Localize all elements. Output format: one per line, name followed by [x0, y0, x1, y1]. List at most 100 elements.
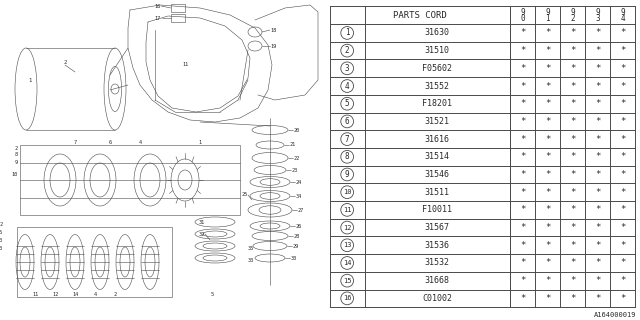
Text: *: * [520, 46, 525, 55]
Text: 31552: 31552 [425, 82, 450, 91]
Text: *: * [520, 64, 525, 73]
Text: *: * [595, 259, 600, 268]
Text: *: * [570, 28, 575, 37]
Text: 4: 4 [93, 292, 97, 298]
Text: 2: 2 [63, 60, 67, 65]
Text: *: * [520, 82, 525, 91]
Text: 16: 16 [343, 295, 351, 301]
Text: 2: 2 [15, 146, 18, 150]
Text: 7: 7 [345, 135, 349, 144]
Text: *: * [595, 99, 600, 108]
Text: 11: 11 [182, 62, 188, 68]
Text: 22: 22 [294, 156, 300, 161]
Text: 7: 7 [74, 140, 77, 146]
Text: *: * [570, 223, 575, 232]
Text: 9: 9 [620, 8, 625, 17]
Text: 1: 1 [198, 140, 202, 146]
Text: 31567: 31567 [425, 223, 450, 232]
Text: 13: 13 [343, 242, 351, 248]
Text: C01002: C01002 [422, 294, 452, 303]
Text: 1: 1 [345, 28, 349, 37]
Text: 2: 2 [345, 46, 349, 55]
Text: 31536: 31536 [425, 241, 450, 250]
Text: 30: 30 [291, 255, 297, 260]
Text: *: * [570, 64, 575, 73]
Text: *: * [570, 241, 575, 250]
Text: *: * [545, 135, 550, 144]
Text: 23: 23 [292, 167, 298, 172]
Text: 33: 33 [248, 258, 254, 262]
Text: 3: 3 [595, 14, 600, 23]
Text: *: * [545, 46, 550, 55]
Text: 35: 35 [248, 245, 254, 251]
Bar [20, 145, 240, 215]
Text: *: * [545, 276, 550, 285]
Text: 31546: 31546 [425, 170, 450, 179]
Text: 9: 9 [545, 8, 550, 17]
Text: 11: 11 [343, 207, 351, 213]
Text: 1: 1 [28, 77, 31, 83]
Text: *: * [570, 188, 575, 197]
Text: *: * [520, 188, 525, 197]
Text: 28: 28 [294, 234, 300, 238]
Text: *: * [520, 170, 525, 179]
Text: 4: 4 [138, 140, 141, 146]
Text: *: * [620, 117, 625, 126]
Bar [17, 227, 172, 297]
Text: 4: 4 [620, 14, 625, 23]
Text: *: * [570, 276, 575, 285]
Text: 31514: 31514 [425, 152, 450, 161]
Text: 17: 17 [155, 15, 161, 20]
Text: 29: 29 [293, 244, 300, 249]
Text: *: * [570, 82, 575, 91]
Text: *: * [595, 82, 600, 91]
Text: *: * [595, 152, 600, 161]
Text: *: * [570, 294, 575, 303]
Text: 31616: 31616 [425, 135, 450, 144]
Text: *: * [595, 135, 600, 144]
Text: 9: 9 [15, 161, 18, 165]
Text: *: * [595, 223, 600, 232]
Text: *: * [545, 152, 550, 161]
Text: *: * [620, 28, 625, 37]
Text: 31511: 31511 [425, 188, 450, 197]
Text: *: * [520, 205, 525, 214]
Text: 9: 9 [595, 8, 600, 17]
Text: *: * [545, 117, 550, 126]
Text: 31: 31 [199, 220, 205, 225]
Text: *: * [570, 46, 575, 55]
Text: *: * [620, 276, 625, 285]
Text: *: * [570, 117, 575, 126]
Text: 5: 5 [345, 99, 349, 108]
Text: *: * [595, 46, 600, 55]
Text: *: * [620, 205, 625, 214]
Text: *: * [520, 117, 525, 126]
Text: *: * [620, 99, 625, 108]
Text: 20: 20 [294, 127, 300, 132]
Text: 5: 5 [211, 292, 214, 298]
Text: *: * [620, 64, 625, 73]
Text: 25: 25 [242, 193, 248, 197]
Text: *: * [520, 223, 525, 232]
Text: 8: 8 [345, 152, 349, 161]
Text: *: * [545, 64, 550, 73]
Text: 16: 16 [155, 4, 161, 9]
Text: *: * [620, 241, 625, 250]
Text: PARTS CORD: PARTS CORD [393, 11, 447, 20]
Text: 2: 2 [0, 222, 3, 228]
Text: *: * [620, 152, 625, 161]
Text: 31668: 31668 [425, 276, 450, 285]
Text: 18: 18 [270, 28, 276, 33]
Text: 31532: 31532 [425, 259, 450, 268]
Text: 4: 4 [345, 82, 349, 91]
Text: 2: 2 [113, 292, 116, 298]
Text: F10011: F10011 [422, 205, 452, 214]
Text: *: * [595, 276, 600, 285]
Text: *: * [545, 223, 550, 232]
Text: *: * [570, 259, 575, 268]
Text: 6: 6 [108, 140, 111, 146]
Text: *: * [620, 46, 625, 55]
Text: 9: 9 [570, 8, 575, 17]
Text: *: * [520, 241, 525, 250]
Text: *: * [545, 294, 550, 303]
